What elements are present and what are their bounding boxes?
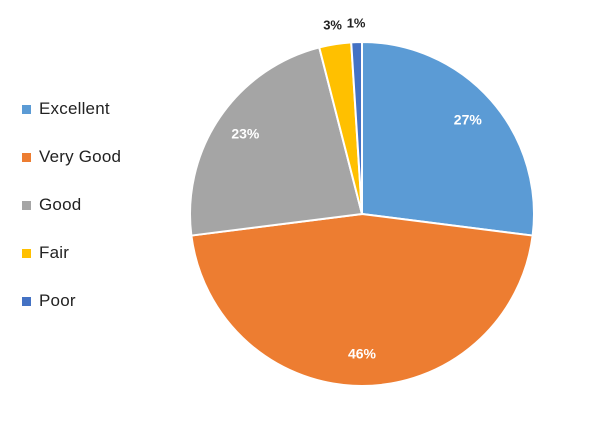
data-label-fair: 3%	[323, 18, 342, 33]
legend-swatch-poor	[22, 296, 31, 306]
legend-swatch-fair	[22, 248, 31, 258]
legend-label-excellent: Excellent	[39, 99, 110, 118]
data-label-poor: 1%	[347, 16, 366, 31]
legend-label-very-good: Very Good	[39, 147, 122, 166]
legend: Excellent Very Good Good Fair Poor	[22, 98, 121, 312]
pie-slice-poor	[350, 40, 363, 215]
legend-label-fair: Fair	[39, 243, 70, 262]
data-label-very-good: 46%	[348, 346, 377, 362]
pie-slice-excellent	[361, 40, 535, 237]
legend-label-good: Good	[39, 195, 82, 214]
legend-swatch-very-good	[22, 152, 31, 162]
legend-label-poor: Poor	[39, 291, 76, 310]
legend-swatch-excellent	[22, 104, 31, 114]
legend-item-good: Good	[22, 194, 121, 216]
legend-item-poor: Poor	[22, 290, 121, 312]
legend-swatch-good	[22, 200, 31, 210]
data-label-excellent: 27%	[454, 111, 483, 127]
pie-slice-very-good	[190, 212, 534, 387]
legend-item-excellent: Excellent	[22, 98, 121, 120]
pie-slice-good	[189, 46, 364, 237]
legend-item-very-good: Very Good	[22, 146, 121, 168]
legend-item-fair: Fair	[22, 242, 121, 264]
data-label-good: 23%	[231, 125, 260, 141]
